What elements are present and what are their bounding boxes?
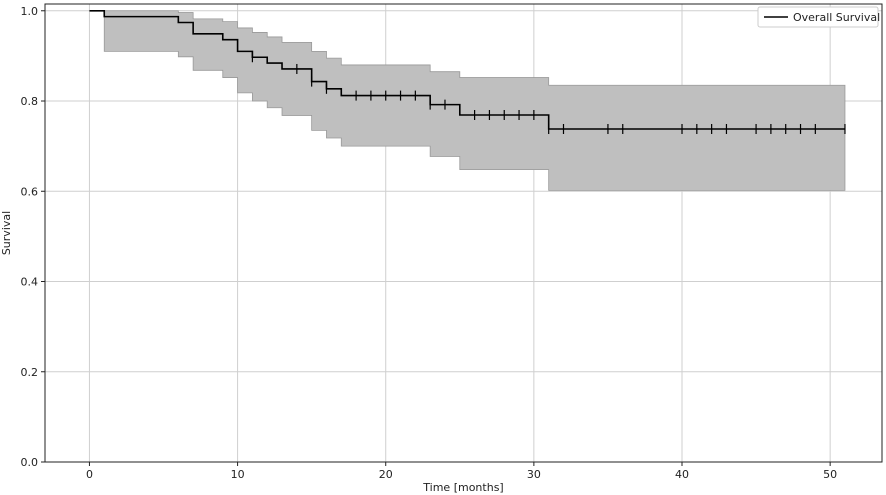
survival-line-group — [89, 9, 845, 130]
y-axis-label: Survival — [0, 211, 13, 255]
x-tick-label: 10 — [231, 468, 245, 481]
survival-line — [89, 9, 845, 130]
legend-box — [757, 6, 879, 28]
censor-marks-group — [251, 52, 846, 134]
x-tick-label: 20 — [379, 468, 393, 481]
x-tick-label: 40 — [675, 468, 689, 481]
y-tick-label: 1.0 — [21, 5, 39, 18]
y-axis-ticks: 0.0 0.2 0.4 0.6 0.8 1.0 — [21, 5, 45, 469]
x-tick-label: 50 — [823, 468, 837, 481]
legend: Overall Survival — [757, 6, 880, 28]
legend-label-overall-survival: Overall Survival — [793, 11, 880, 24]
confidence-band-group — [89, 10, 846, 191]
y-tick-label: 0.2 — [21, 366, 39, 379]
x-tick-label: 30 — [527, 468, 541, 481]
x-axis-label: Time [months] — [422, 481, 503, 494]
grid-lines — [45, 4, 882, 463]
x-axis-ticks: 0 10 20 30 40 50 — [86, 462, 837, 481]
y-tick-label: 0.6 — [21, 185, 39, 198]
plot-frame — [44, 3, 883, 463]
y-tick-label: 0.0 — [21, 456, 39, 469]
y-tick-label: 0.4 — [21, 276, 39, 289]
x-tick-label: 0 — [86, 468, 93, 481]
confidence-band — [89, 10, 846, 191]
y-tick-label: 0.8 — [21, 95, 39, 108]
